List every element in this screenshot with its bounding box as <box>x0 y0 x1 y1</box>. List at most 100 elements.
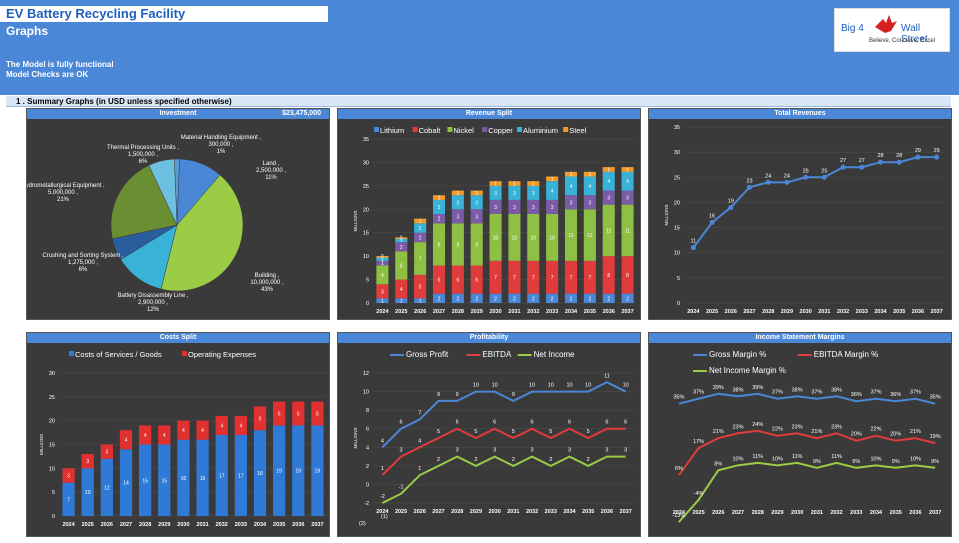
bar-value-label: 3 <box>607 196 610 202</box>
x-tick-label: 2029 <box>470 509 482 515</box>
data-label: 5 <box>587 429 590 435</box>
bar-segment <box>234 434 247 516</box>
x-tick-label: 2030 <box>800 309 812 315</box>
bar-segment <box>546 199 559 214</box>
bar-value-label: 3 <box>551 205 554 211</box>
data-label: 19 <box>728 198 734 204</box>
revenue-split-panel: Revenue Split 0 5 10 15 20 25 30 35 2024 2025 2026… <box>337 108 641 320</box>
data-label: 3 <box>493 448 496 454</box>
bar-value-label: 8 <box>626 273 629 279</box>
bar-segment <box>470 223 483 266</box>
data-label: 2 <box>549 457 552 463</box>
bar-segment <box>564 209 578 261</box>
bar-value-label: 10 <box>531 235 537 241</box>
x-tick-label: 2031 <box>508 309 520 315</box>
bar-segment <box>451 293 464 303</box>
y-axis-label: MILLIONS <box>353 427 358 448</box>
x-tick-label: 2035 <box>582 509 594 515</box>
bar-segment <box>470 265 483 294</box>
data-label: 3 <box>624 448 627 454</box>
bar-value-label: 10 <box>549 235 555 241</box>
bar-segment <box>527 213 540 261</box>
data-label: 3 <box>531 448 534 454</box>
bar-segment <box>177 420 190 440</box>
data-label: 10 <box>492 383 498 389</box>
x-tick-label: 2035 <box>273 522 285 528</box>
y-tick-label: 15 <box>674 226 680 232</box>
status-line-1: The Model is fully functional <box>6 60 114 69</box>
bar-segment <box>470 195 483 210</box>
bar-segment <box>470 209 483 224</box>
bar-value-label: 2 <box>475 296 478 302</box>
bar-value-label: 5 <box>259 416 262 422</box>
bar-value-label: 2 <box>400 245 403 251</box>
revenue-split-title: Revenue Split <box>338 109 640 119</box>
bar-segment <box>139 425 152 445</box>
data-label: 25 <box>821 168 827 174</box>
x-tick-label: 2033 <box>850 510 862 516</box>
bar-value-label: 14 <box>123 481 129 487</box>
bar-segment <box>395 251 408 280</box>
bar-segment <box>376 284 389 299</box>
data-label: -1 <box>399 485 404 491</box>
bar-segment <box>451 190 464 196</box>
x-tick-label: 2027 <box>732 510 744 516</box>
y-axis-label: MILLIONS <box>39 434 44 455</box>
bar-value-label: 2 <box>419 226 422 232</box>
y-tick-label: 0 <box>677 301 680 307</box>
data-label: 9 <box>512 392 515 398</box>
bar-value-label: 2 <box>532 296 535 302</box>
bar-segment <box>119 430 133 450</box>
bar-value-label: 4 <box>626 179 629 185</box>
x-tick-label: 2031 <box>811 510 823 516</box>
legend-marker <box>517 127 522 132</box>
bar-segment <box>62 482 75 516</box>
axis-note: (2) <box>359 521 366 527</box>
bar-segment <box>621 256 634 294</box>
legend-marker <box>374 127 379 132</box>
y-tick-label: 35 <box>363 137 369 143</box>
bar-segment <box>527 293 540 303</box>
bar-segment <box>564 260 578 294</box>
data-label: 10 <box>585 383 591 389</box>
data-label: 37% <box>910 390 921 396</box>
x-tick-label: 2036 <box>601 509 613 515</box>
bar-segment <box>527 199 540 214</box>
data-label: 25 <box>803 168 809 174</box>
data-label: -4% <box>694 491 704 497</box>
data-label: 9 <box>437 392 440 398</box>
y-tick-label: 25 <box>363 184 369 190</box>
y-tick-label: 10 <box>674 251 680 257</box>
y-tick-label: 0 <box>366 301 369 307</box>
bar-value-label: 6 <box>400 264 403 270</box>
bar-value-label: 2 <box>456 296 459 302</box>
bar-value-label: 8 <box>607 273 610 279</box>
bar-value-label: 3 <box>456 214 459 220</box>
pie-slice-label: Hydrometallurgical Equipment , 5,000,000 … <box>27 183 105 203</box>
model-status: The Model is fully functional Model Chec… <box>6 60 114 80</box>
data-label: 21% <box>910 429 921 435</box>
bar-value-label: 0 <box>400 235 403 241</box>
data-label: 6% <box>675 466 683 472</box>
data-label: 36% <box>851 392 862 398</box>
bar-value-label: 3 <box>381 289 384 295</box>
x-tick-label: 2030 <box>489 509 501 515</box>
data-label: 6 <box>456 420 459 426</box>
bar-value-label: 7 <box>551 275 554 281</box>
bar-segment <box>451 223 464 266</box>
bar-segment <box>527 185 540 200</box>
data-label: 2 <box>437 457 440 463</box>
x-tick-label: 2032 <box>837 309 849 315</box>
investment-title: Investment <box>159 110 197 117</box>
data-label: 29 <box>934 148 940 154</box>
bar-segment <box>489 185 502 200</box>
y-tick-label: 5 <box>677 276 680 282</box>
bar-value-label: 5 <box>278 412 281 418</box>
x-tick-label: 2032 <box>526 509 538 515</box>
bar-segment <box>100 458 113 516</box>
x-tick-label: 2033 <box>235 522 247 528</box>
bar-value-label: 4 <box>144 433 147 439</box>
bar-segment <box>292 425 305 516</box>
data-label: 39% <box>713 385 724 391</box>
